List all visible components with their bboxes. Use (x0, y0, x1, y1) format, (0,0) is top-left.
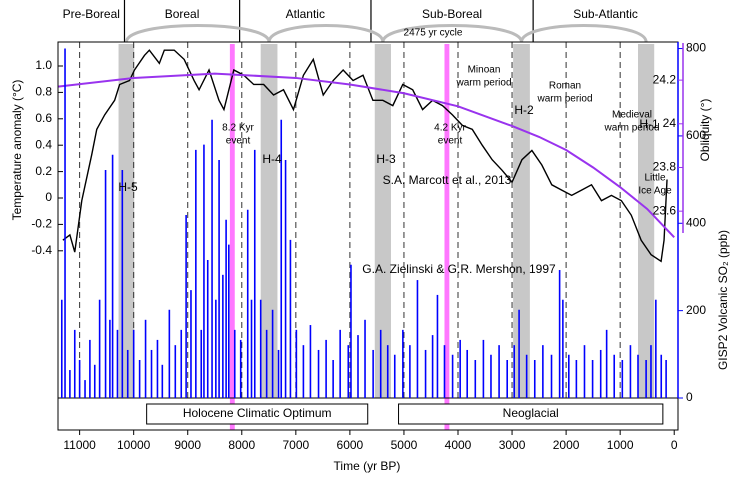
annotation: warm period (536, 94, 592, 105)
x-tick-label: 10000 (117, 438, 151, 452)
y2-tick-label: 600 (686, 128, 706, 142)
series-label: S.A. Marcott et al., 2013 (383, 173, 512, 187)
x-tick-label: 2000 (553, 438, 580, 452)
y2-tick-label: 400 (686, 215, 706, 229)
x-tick-label: 5000 (391, 438, 418, 452)
x-tick-label: 3000 (499, 438, 526, 452)
event-band (513, 44, 530, 398)
abrupt-event-band (444, 44, 450, 430)
annotation: 4.2 Kyr (434, 123, 466, 134)
period-label: Atlantic (286, 7, 325, 21)
y3-tick-label: 24 (663, 116, 677, 130)
event-band (374, 44, 391, 398)
annotation: event (438, 136, 463, 147)
annotation: Ice Age (638, 186, 672, 197)
y3-tick-label: 23.8 (653, 160, 677, 174)
period-label: Sub-Boreal (422, 7, 482, 21)
event-band (638, 44, 655, 398)
y3-tick-label: 23.6 (653, 203, 677, 217)
annotation: event (226, 136, 251, 147)
annotation: warm period (603, 123, 659, 134)
y-tick-label: -0.2 (31, 217, 52, 231)
y-tick-label: -0.4 (31, 243, 52, 257)
event-label: H-2 (514, 103, 534, 117)
cycle-arc (124, 24, 271, 43)
x-tick-label: 0 (671, 438, 678, 452)
x-tick-label: 6000 (337, 438, 364, 452)
y3-tick-label: 24.2 (653, 72, 677, 86)
y2-tick-label: 800 (686, 41, 706, 55)
annotation: Roman (549, 81, 581, 92)
phase-box (398, 403, 664, 425)
y-tick-label: 0.6 (35, 111, 52, 125)
cycle-arc (267, 24, 385, 43)
event-band (118, 44, 135, 398)
abrupt-event-band (229, 44, 235, 430)
annotation: Minoan (468, 65, 501, 76)
x-axis-label: Time (yr BP) (334, 459, 401, 473)
period-label: Boreal (165, 7, 200, 21)
cycle-arc (381, 24, 524, 43)
cycle-arc (520, 24, 648, 43)
y-tick-label: 0.4 (35, 137, 52, 151)
y3-axis-label: Obliquity (°) (698, 99, 712, 162)
annotation: warm period (455, 78, 511, 89)
period-label: Sub-Atlantic (573, 7, 638, 21)
cycle-label: 2475 yr cycle (404, 28, 463, 39)
event-label: H-1 (639, 117, 659, 131)
y2-tick-label: 0 (686, 390, 693, 404)
x-tick-label: 7000 (282, 438, 309, 452)
y-tick-label: 0.8 (35, 85, 52, 99)
y-tick-label: 1.0 (35, 58, 52, 72)
event-band (260, 44, 278, 398)
event-label: H-5 (118, 180, 138, 194)
x-tick-label: 9000 (174, 438, 201, 452)
period-label: Pre-Boreal (63, 7, 120, 21)
annotation: 8.2 Kyr (222, 123, 254, 134)
y2-tick-label: 200 (686, 303, 706, 317)
annotation: Medieval (612, 110, 652, 121)
phase-box (146, 403, 369, 425)
event-label: H-3 (376, 152, 396, 166)
annotation: Little (644, 173, 666, 184)
phase-label: Holocene Climatic Optimum (183, 406, 332, 420)
y-tick-label: 0 (45, 190, 52, 204)
y-axis-label: Temperature anomaly (°C) (10, 80, 24, 221)
obliquity-line (57, 72, 675, 239)
y2-axis-label: GISP2 Volcanic SO₂ (ppb) (716, 230, 730, 370)
x-tick-label: 4000 (445, 438, 472, 452)
y-tick-label: 0.2 (35, 164, 52, 178)
phase-label: Neoglacial (503, 406, 559, 420)
x-tick-label: 11000 (63, 438, 96, 452)
x-tick-label: 8000 (228, 438, 255, 452)
event-label: H-4 (262, 152, 282, 166)
series-label: G.A. Zielinski & G.R. Mershon, 1997 (362, 262, 556, 276)
x-tick-label: 1000 (607, 438, 634, 452)
temperature-line (62, 49, 668, 263)
